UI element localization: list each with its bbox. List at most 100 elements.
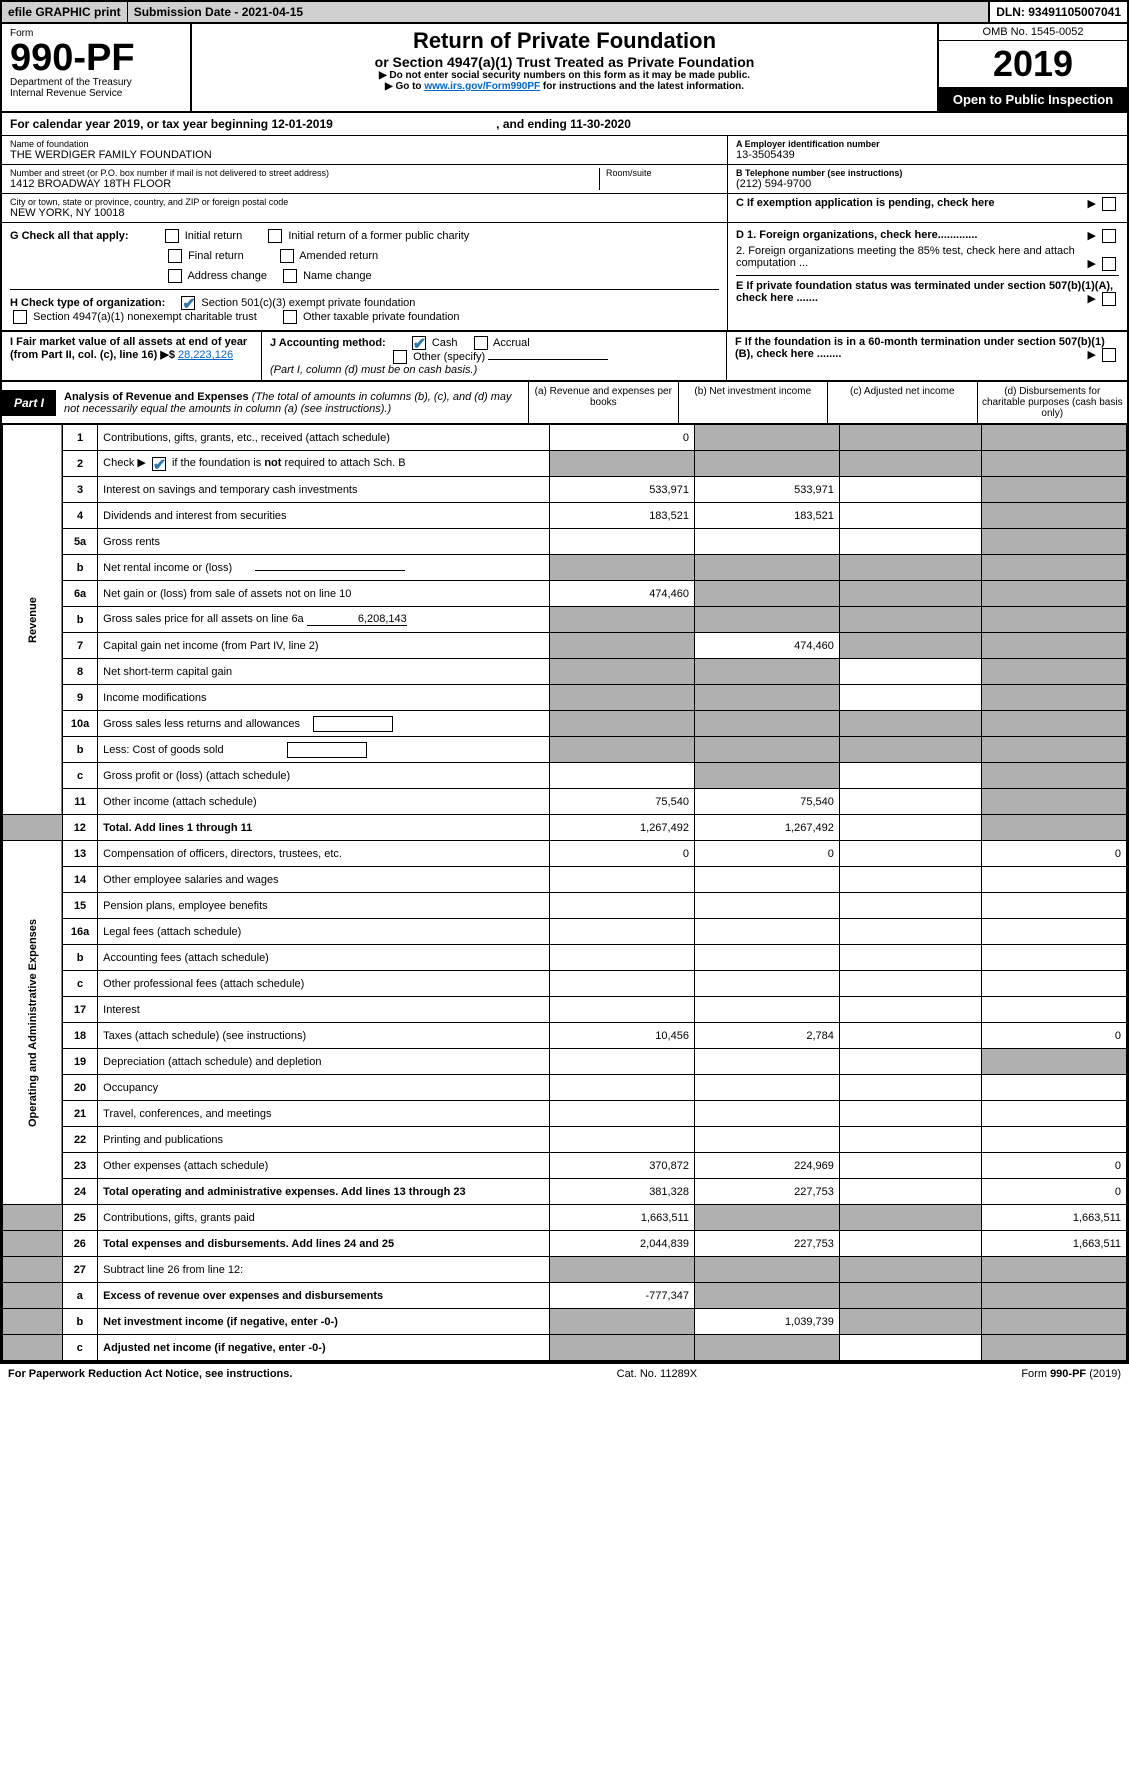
- r3-n: 3: [62, 477, 98, 503]
- j-accrual: Accrual: [493, 337, 530, 349]
- r10a-d: Gross sales less returns and allowances: [98, 711, 550, 737]
- form-header: Form 990-PF Department of the Treasury I…: [2, 24, 1127, 113]
- ij-block: I Fair market value of all assets at end…: [2, 332, 1127, 382]
- r11-a: 75,540: [550, 789, 695, 815]
- r18-dd: 0: [982, 1023, 1127, 1049]
- cb-amended[interactable]: [280, 249, 294, 263]
- r2-d: Check ▶ if the foundation is not require…: [98, 451, 550, 477]
- r16c-d: Other professional fees (attach schedule…: [98, 971, 550, 997]
- g-o6: Name change: [303, 270, 372, 282]
- cb-initial[interactable]: [165, 229, 179, 243]
- cb-other-tax[interactable]: [283, 310, 297, 324]
- r24-d: Total operating and administrative expen…: [98, 1179, 550, 1205]
- expenses-side: Operating and Administrative Expenses: [3, 841, 63, 1205]
- name-label: Name of foundation: [10, 139, 719, 149]
- g-o5: Address change: [187, 270, 267, 282]
- r11-n: 11: [62, 789, 98, 815]
- cb-initial-former[interactable]: [268, 229, 282, 243]
- dept-label: Department of the Treasury: [10, 77, 182, 88]
- g-o1: Initial return: [185, 230, 242, 242]
- cb-cash[interactable]: [412, 336, 426, 350]
- r16c-n: c: [62, 971, 98, 997]
- cb-other[interactable]: [393, 350, 407, 364]
- i-value[interactable]: 28,223,126: [178, 349, 233, 361]
- r12-d: Total. Add lines 1 through 11: [98, 815, 550, 841]
- footer-left: For Paperwork Reduction Act Notice, see …: [8, 1368, 292, 1380]
- cb-d2[interactable]: [1102, 257, 1116, 271]
- r13-b: 0: [694, 841, 839, 867]
- form-subtitle: or Section 4947(a)(1) Trust Treated as P…: [200, 54, 929, 70]
- r18-d: Taxes (attach schedule) (see instruction…: [98, 1023, 550, 1049]
- j-note: (Part I, column (d) must be on cash basi…: [270, 364, 477, 376]
- room-label: Room/suite: [606, 168, 719, 178]
- j-cash: Cash: [432, 337, 458, 349]
- g-label: G Check all that apply:: [10, 230, 129, 242]
- r19-d: Depreciation (attach schedule) and deple…: [98, 1049, 550, 1075]
- r17-n: 17: [62, 997, 98, 1023]
- col-c-hdr: (c) Adjusted net income: [828, 382, 977, 423]
- r24-dd: 0: [982, 1179, 1127, 1205]
- cb-d1[interactable]: [1102, 229, 1116, 243]
- cb-4947[interactable]: [13, 310, 27, 324]
- r24-a: 381,328: [550, 1179, 695, 1205]
- calendar-year-row: For calendar year 2019, or tax year begi…: [2, 113, 1127, 136]
- c-checkbox[interactable]: [1102, 197, 1116, 211]
- g-o3: Final return: [188, 250, 244, 262]
- cb-accrual[interactable]: [474, 336, 488, 350]
- cal-begin: For calendar year 2019, or tax year begi…: [10, 117, 333, 131]
- note2a: Go to: [395, 81, 424, 92]
- submission-date: Submission Date - 2021-04-15: [128, 2, 990, 22]
- r12-n: 12: [62, 815, 98, 841]
- cb-final[interactable]: [168, 249, 182, 263]
- r5a-d: Gross rents: [98, 529, 550, 555]
- irs-label: Internal Revenue Service: [10, 88, 182, 99]
- r23-dd: 0: [982, 1153, 1127, 1179]
- g-o4: Amended return: [299, 250, 378, 262]
- cb-e[interactable]: [1102, 292, 1116, 306]
- r24-b: 227,753: [694, 1179, 839, 1205]
- r24-n: 24: [62, 1179, 98, 1205]
- r19-n: 19: [62, 1049, 98, 1075]
- r6a-a: 474,460: [550, 581, 695, 607]
- cb-f[interactable]: [1102, 348, 1116, 362]
- r25-a: 1,663,511: [550, 1205, 695, 1231]
- addr-label: Number and street (or P.O. box number if…: [10, 168, 599, 178]
- phone: (212) 594-9700: [736, 178, 1119, 190]
- cb-schb[interactable]: [152, 457, 166, 471]
- r17-d: Interest: [98, 997, 550, 1023]
- revenue-side: Revenue: [3, 425, 63, 815]
- r7-b: 474,460: [694, 633, 839, 659]
- ein-label: A Employer identification number: [736, 139, 1119, 149]
- efile-label: efile GRAPHIC print: [2, 2, 128, 22]
- cal-end: , and ending 11-30-2020: [496, 117, 631, 131]
- form-title: Return of Private Foundation: [200, 28, 929, 54]
- r27a-n: a: [62, 1283, 98, 1309]
- r26-n: 26: [62, 1231, 98, 1257]
- r27-d: Subtract line 26 from line 12:: [98, 1257, 550, 1283]
- entity-block: Name of foundation THE WERDIGER FAMILY F…: [2, 136, 1127, 223]
- r11-d: Other income (attach schedule): [98, 789, 550, 815]
- r3-d: Interest on savings and temporary cash i…: [98, 477, 550, 503]
- dln-label: DLN: 93491105007041: [989, 2, 1127, 22]
- r1-a: 0: [550, 425, 695, 451]
- r18-b: 2,784: [694, 1023, 839, 1049]
- d1-row: D 1. Foreign organizations, check here..…: [736, 229, 1119, 241]
- h-h2: Section 4947(a)(1) nonexempt charitable …: [33, 311, 257, 323]
- note2b: for instructions and the latest informat…: [540, 81, 744, 92]
- irs-link[interactable]: www.irs.gov/Form990PF: [424, 81, 540, 92]
- c-label: C If exemption application is pending, c…: [736, 197, 995, 209]
- r23-d: Other expenses (attach schedule): [98, 1153, 550, 1179]
- cb-name[interactable]: [283, 269, 297, 283]
- form-container: efile GRAPHIC print Submission Date - 20…: [0, 0, 1129, 1363]
- cb-address[interactable]: [168, 269, 182, 283]
- e-text: E If private foundation status was termi…: [736, 280, 1113, 304]
- cb-501c3[interactable]: [181, 296, 195, 310]
- omb-number: OMB No. 1545-0052: [939, 24, 1127, 41]
- r13-a: 0: [550, 841, 695, 867]
- g-d-block: G Check all that apply: Initial return I…: [2, 223, 1127, 332]
- r8-n: 8: [62, 659, 98, 685]
- r6a-n: 6a: [62, 581, 98, 607]
- r4-b: 183,521: [694, 503, 839, 529]
- r7-d: Capital gain net income (from Part IV, l…: [98, 633, 550, 659]
- r6b-n: b: [62, 607, 98, 633]
